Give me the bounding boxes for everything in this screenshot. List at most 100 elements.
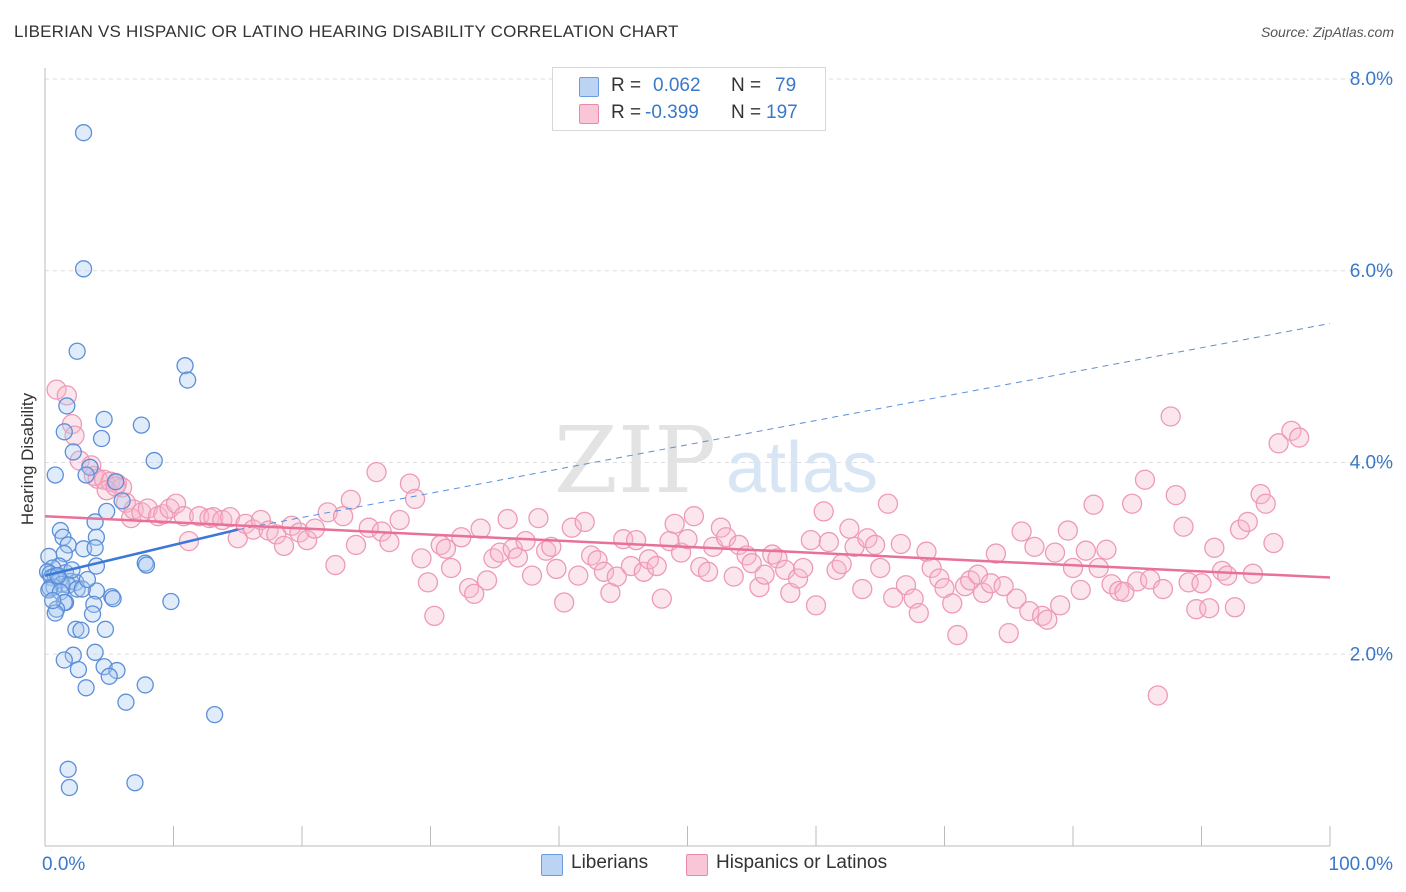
hispanic-point <box>1152 578 1174 600</box>
hispanic-point <box>870 557 891 579</box>
hispanic-point <box>1011 521 1032 542</box>
correlation-legend: R = 0.062 N = 79 R = -0.399 N = 197 <box>552 67 826 131</box>
hispanic-point <box>908 602 929 624</box>
legend-r-value: 0.062 <box>653 75 701 96</box>
liberian-point <box>87 582 106 600</box>
hispanic-point <box>541 536 562 558</box>
legend-row-hispanics: R = -0.399 N = 197 <box>553 101 825 127</box>
hispanic-point <box>250 509 272 531</box>
hispanic-point <box>677 529 698 550</box>
hispanic-point <box>1050 595 1071 616</box>
liberian-point <box>59 760 77 778</box>
hispanic-point <box>767 548 788 569</box>
hispanic-point <box>1160 406 1181 427</box>
liberian-trend-line <box>44 528 239 577</box>
hispanic-point <box>332 506 354 527</box>
hispanic-point <box>805 595 827 616</box>
hispanic-point <box>1070 579 1091 601</box>
hispanic-trend-line <box>44 514 1331 579</box>
liberian-point <box>95 658 113 676</box>
hispanic-point <box>1191 573 1212 594</box>
legend-label-hispanics: Hispanics or Latinos <box>716 852 888 873</box>
watermark-atlas: atlas <box>726 428 878 508</box>
liberian-point <box>176 357 194 375</box>
hispanic-point <box>476 570 498 591</box>
hispanic-point <box>440 557 462 579</box>
tick-labels: 2.0% 4.0% 6.0% 8.0% 0.0% 100.0% <box>42 69 1393 875</box>
hispanic-point <box>1057 520 1079 541</box>
hispanic-point <box>754 564 775 585</box>
liberian-point <box>74 124 93 142</box>
legend-swatch-hispanics <box>686 854 708 876</box>
hispanic-point <box>1044 542 1066 563</box>
liberian-point <box>178 371 197 389</box>
liberian-point <box>205 706 224 724</box>
hispanic-point <box>813 501 834 522</box>
legend-r-label: R = <box>611 75 642 96</box>
hispanic-point <box>345 534 367 556</box>
y-tick-label: 2.0% <box>1350 644 1393 665</box>
hispanic-point <box>890 533 911 555</box>
hispanic-point <box>741 553 762 574</box>
legend-r-value: -0.399 <box>645 102 699 123</box>
hispanic-point <box>1199 598 1220 619</box>
x-tick-label: 0.0% <box>42 854 85 875</box>
hispanic-point <box>882 587 904 608</box>
liberian-point <box>137 556 156 574</box>
liberian-point <box>77 679 95 697</box>
liberian-point <box>136 676 154 694</box>
hispanic-point <box>553 592 575 613</box>
hispanic-point <box>568 565 589 586</box>
hispanic-point <box>1134 469 1156 490</box>
hispanic-point <box>389 509 410 531</box>
hispanic-point <box>424 605 445 627</box>
hispanic-point <box>1224 597 1246 618</box>
source-credit: Source: ZipAtlas.com <box>1260 24 1394 40</box>
hispanic-point <box>593 561 615 582</box>
hispanic-point <box>281 515 302 536</box>
hispanic-point <box>165 493 187 514</box>
liberian-point <box>100 667 118 685</box>
hispanic-point <box>916 541 937 562</box>
legend-swatch-hispanics <box>579 104 599 124</box>
hispanic-point <box>1037 609 1058 630</box>
hispanic-point <box>1237 511 1258 533</box>
hispanic-point <box>1229 519 1251 540</box>
hispanic-point <box>273 535 295 557</box>
hispanic-point <box>651 588 672 609</box>
legend-n-value: 197 <box>766 102 798 123</box>
hispanic-point <box>1062 557 1084 579</box>
hispanic-point <box>800 530 822 551</box>
hispanic-point <box>942 593 963 614</box>
liberian-point <box>113 492 131 510</box>
legend-n-label: N = <box>731 75 762 96</box>
hispanic-point <box>1101 574 1122 595</box>
liberian-point <box>86 539 104 557</box>
y-tick-label: 4.0% <box>1350 453 1393 474</box>
hispanic-point <box>507 547 529 568</box>
hispanic-point <box>296 530 318 551</box>
hispanic-point <box>818 531 839 553</box>
hispanic-point <box>620 555 642 577</box>
hispanic-point <box>723 566 744 587</box>
legend-n-label: N = <box>731 102 762 123</box>
watermark: ZIP atlas <box>554 407 878 514</box>
hispanic-point <box>1019 600 1040 622</box>
liberian-point <box>73 580 91 598</box>
hispanic-point <box>574 511 595 533</box>
liberian-point <box>145 451 163 470</box>
chart-title: LIBERIAN VS HISPANIC OR LATINO HEARING D… <box>14 22 679 41</box>
hispanic-point <box>1127 571 1148 592</box>
hispanic-point <box>561 517 582 538</box>
liberian-point <box>83 605 102 623</box>
liberian-point <box>92 429 111 448</box>
hispanic-point <box>998 623 1019 644</box>
hispanic-point <box>1024 536 1045 558</box>
hispanic-point <box>646 555 667 577</box>
hispanic-point <box>929 568 950 589</box>
hispanic-point <box>710 517 732 538</box>
hispanic-point <box>366 461 387 483</box>
hispanic-point <box>411 548 432 569</box>
y-axis-label: Hearing Disability <box>18 392 37 526</box>
